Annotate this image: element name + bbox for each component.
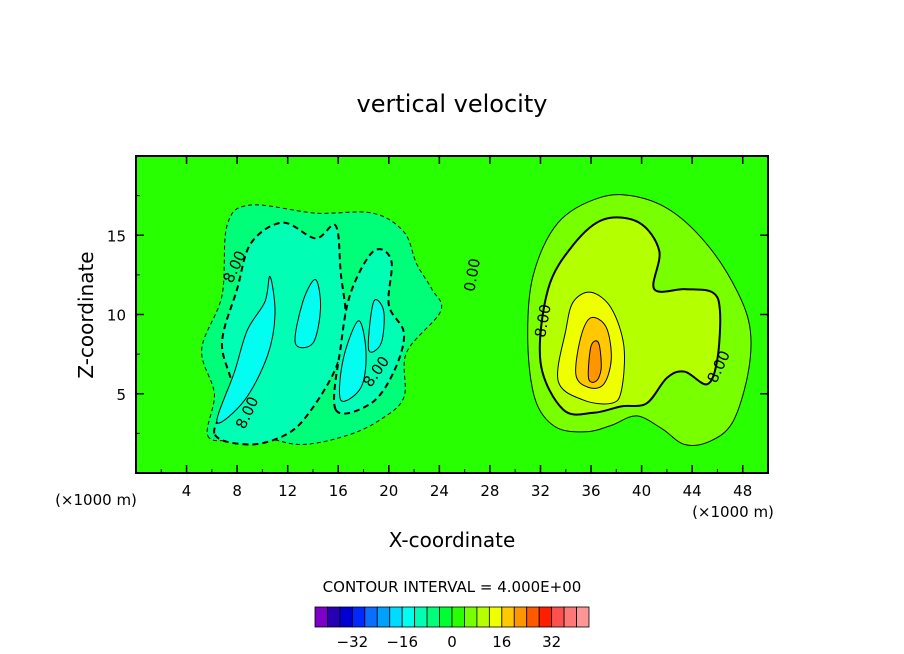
y-axis: 5 10 15 — [107, 195, 768, 434]
contour-region-downdraft-12a — [216, 275, 276, 424]
contour-region-downdraft-12c — [338, 320, 367, 402]
colorbar-swatch-6 — [389, 606, 403, 628]
x-tick-label-8: 8 — [232, 482, 242, 500]
x-tick-label-44: 44 — [683, 482, 702, 500]
colorbar-label-3: 16 — [492, 633, 511, 651]
colorbar-swatch-1 — [327, 606, 341, 628]
contour-interval-text: CONTOUR INTERVAL = 4.000E+00 — [323, 578, 582, 596]
colorbar-swatch-8 — [414, 606, 428, 628]
colorbar-swatch-15 — [501, 606, 515, 628]
contour-region-downdraft-12d — [367, 299, 385, 353]
x-tick-label-16: 16 — [329, 482, 348, 500]
colorbar-swatch-12 — [464, 606, 478, 628]
colorbar-swatch-0 — [314, 606, 328, 628]
x-tick-label-4: 4 — [182, 482, 192, 500]
colorbar-swatch-17 — [526, 606, 540, 628]
colorbar-swatch-14 — [488, 606, 503, 628]
colorbar-label-1: −16 — [386, 633, 418, 651]
colorbar-label-2: 0 — [447, 633, 457, 651]
colorbar: −32 −16 0 16 32 — [314, 606, 590, 651]
colorbar-swatch-18 — [538, 606, 553, 628]
colorbar-swatch-9 — [426, 606, 440, 628]
contour-region-downdraft-12b — [294, 279, 322, 349]
contour-label-2: 8.00 — [531, 303, 555, 339]
x-unit-label-left: (×1000 m) — [55, 491, 137, 509]
x-tick-label-12: 12 — [278, 482, 297, 500]
contour-region-updraft-20 — [587, 340, 602, 383]
x-tick-label-20: 20 — [379, 482, 398, 500]
x-tick-label-28: 28 — [480, 482, 499, 500]
contour-label-1: 0.00 — [460, 257, 484, 293]
y-tick-label-5: 5 — [116, 386, 126, 404]
x-axis: 4 8 12 16 20 24 28 32 36 40 44 48 — [160, 156, 752, 500]
x-tick-label-32: 32 — [531, 482, 550, 500]
colorbar-swatch-7 — [401, 606, 416, 628]
colorbar-swatch-13 — [476, 606, 490, 628]
colorbar-swatch-21 — [576, 606, 590, 628]
x-axis-label: X-coordinate — [389, 528, 516, 552]
y-tick-label-10: 10 — [107, 307, 126, 325]
x-tick-label-48: 48 — [733, 482, 752, 500]
colorbar-swatch-5 — [376, 606, 391, 628]
colorbar-swatch-2 — [339, 606, 353, 628]
colorbar-swatch-20 — [563, 606, 577, 628]
colorbar-swatch-4 — [364, 606, 378, 628]
colorbar-swatch-11 — [451, 606, 465, 628]
y-axis-label: Z-coordinate — [74, 251, 98, 378]
contour-regions — [201, 194, 752, 446]
colorbar-swatch-3 — [351, 606, 366, 628]
x-unit-label-right: (×1000 m) — [692, 503, 774, 521]
colorbar-swatch-16 — [513, 606, 528, 628]
x-tick-label-36: 36 — [581, 482, 600, 500]
x-tick-label-40: 40 — [632, 482, 651, 500]
colorbar-label-4: 32 — [542, 633, 561, 651]
colorbar-swatch-10 — [439, 606, 453, 628]
colorbar-swatch-19 — [551, 606, 565, 628]
colorbar-label-0: −32 — [337, 633, 369, 651]
chart-title: vertical velocity — [357, 90, 548, 118]
y-tick-label-15: 15 — [107, 227, 126, 245]
x-tick-label-24: 24 — [430, 482, 449, 500]
